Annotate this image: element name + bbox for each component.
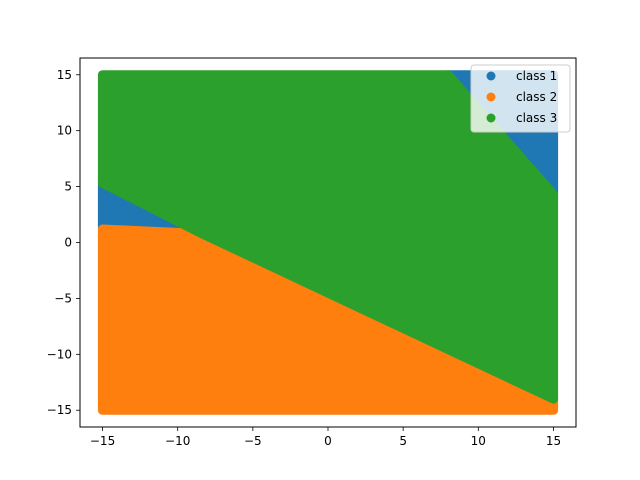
legend-label: class 3 (516, 111, 557, 125)
x-tick-label: 15 (546, 434, 561, 448)
y-tick-label: −15 (47, 403, 72, 417)
y-axis: −15 −10 −5 0 5 10 15 (47, 68, 80, 417)
legend: class 1 class 2 class 3 (470, 64, 571, 133)
y-tick-label: 0 (64, 236, 72, 250)
y-tick-label: −10 (47, 347, 72, 361)
x-tick-label: 10 (471, 434, 486, 448)
x-tick-label: 5 (399, 434, 407, 448)
legend-marker (486, 92, 496, 102)
x-tick-label: 0 (324, 434, 332, 448)
legend-marker (486, 113, 496, 123)
y-tick-label: 10 (57, 124, 72, 138)
y-tick-label: 15 (57, 68, 72, 82)
x-tick-label: −15 (90, 434, 115, 448)
x-tick-label: −5 (244, 434, 262, 448)
legend-label: class 2 (516, 90, 557, 104)
y-tick-label: −5 (54, 291, 72, 305)
legend-box (470, 64, 571, 133)
x-axis: −15 −10 −5 0 5 10 15 (90, 427, 561, 448)
class-3-region (97, 70, 559, 404)
legend-marker (486, 71, 496, 81)
x-tick-label: −10 (165, 434, 190, 448)
legend-label: class 1 (516, 69, 557, 83)
y-tick-label: 5 (64, 180, 72, 194)
